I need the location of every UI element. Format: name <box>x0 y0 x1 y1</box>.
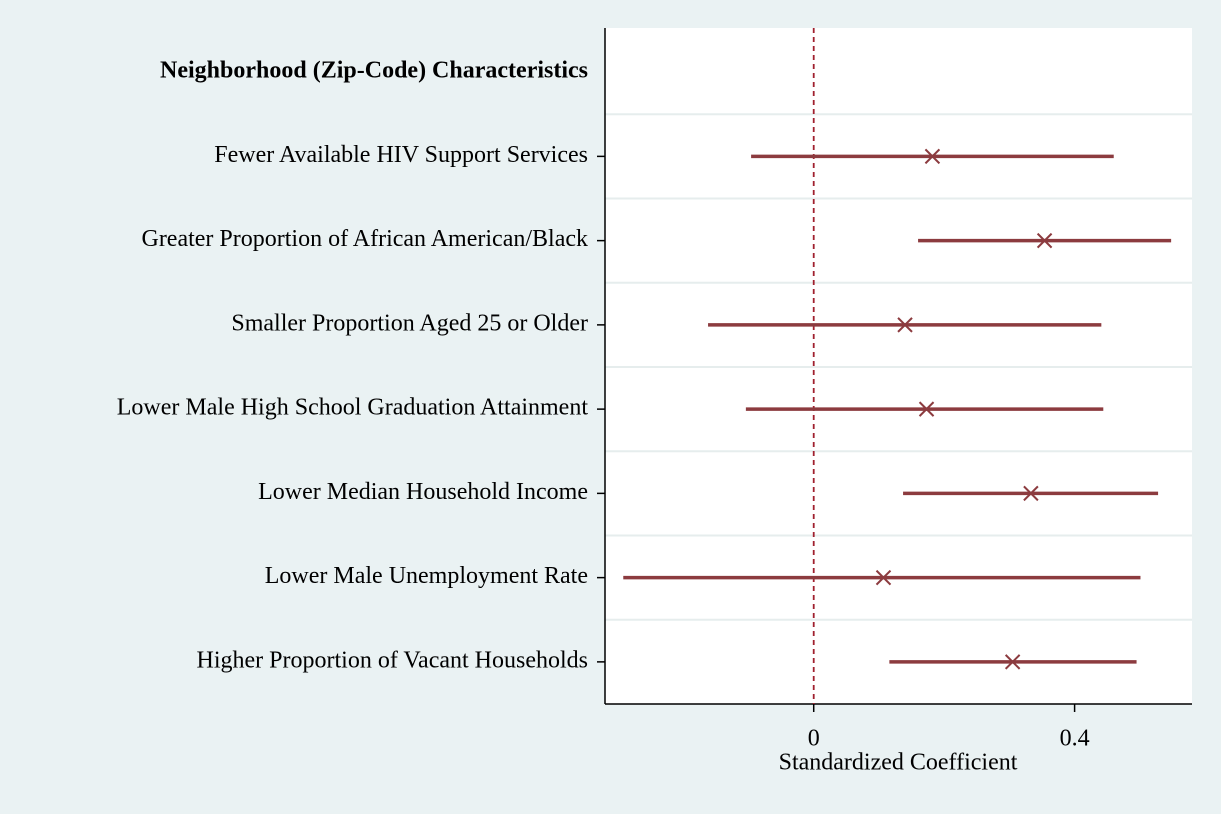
x-axis-label: Standardized Coefficient <box>779 750 1018 776</box>
point-estimate <box>1023 485 1039 502</box>
y-tick-label: Lower Median Household Income <box>258 479 588 505</box>
point-estimate <box>1004 654 1021 670</box>
point-estimate <box>875 569 892 586</box>
point-estimate <box>897 317 913 333</box>
point-estimate <box>924 148 941 165</box>
y-tick-label: Higher Proportion of Vacant Households <box>197 647 589 673</box>
group-label: Neighborhood (Zip-Code) Characteristics <box>160 58 588 84</box>
y-tick-label: Lower Male Unemployment Rate <box>265 563 588 589</box>
y-tick-label: Smaller Proportion Aged 25 or Older <box>231 310 588 336</box>
y-tick-label: Greater Proportion of African American/B… <box>141 226 588 252</box>
y-tick-label: Fewer Available HIV Support Services <box>214 142 588 168</box>
y-tick-label: Lower Male High School Graduation Attain… <box>117 395 589 421</box>
point-estimate <box>918 401 935 417</box>
x-tick-label: 0.4 <box>1060 726 1090 752</box>
point-estimate <box>1036 232 1053 249</box>
x-tick-label: 0 <box>808 726 820 752</box>
